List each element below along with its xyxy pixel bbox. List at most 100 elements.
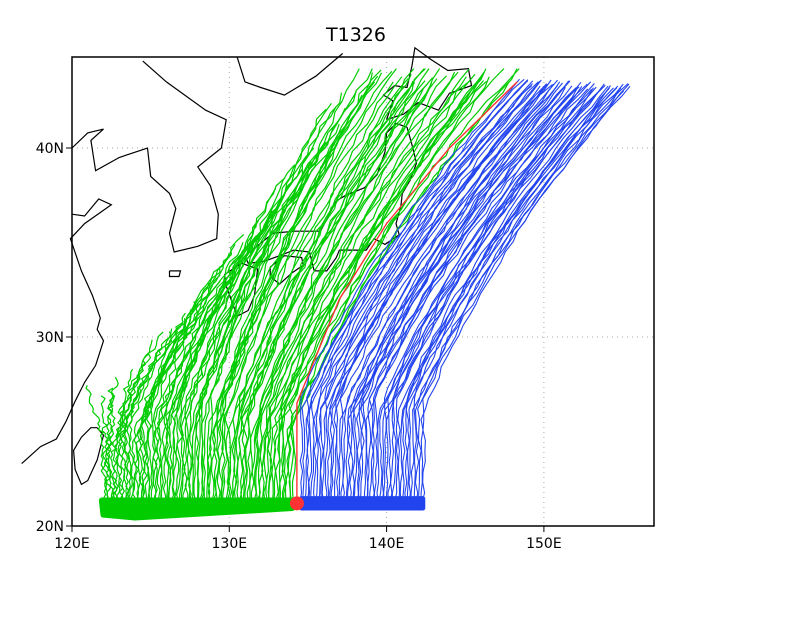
track-line-blue bbox=[413, 83, 624, 504]
coastline-segment bbox=[72, 427, 105, 486]
track-line-blue bbox=[349, 83, 568, 504]
track-line-blue bbox=[381, 87, 594, 504]
track-line-green bbox=[202, 92, 343, 504]
track-line-blue bbox=[408, 85, 619, 504]
track-line-blue bbox=[397, 85, 609, 504]
tracks-west-group bbox=[85, 68, 520, 521]
track-line-green bbox=[175, 164, 296, 504]
track-line-green bbox=[156, 235, 257, 504]
track-line-blue bbox=[404, 87, 614, 504]
track-line-green bbox=[220, 69, 382, 504]
track-line-blue bbox=[309, 85, 532, 504]
track-line-green bbox=[288, 68, 520, 504]
track-line-green bbox=[107, 376, 119, 504]
track-line-blue bbox=[356, 80, 571, 504]
track-line-green bbox=[240, 82, 416, 504]
track-line-green bbox=[149, 245, 249, 504]
track-line-green bbox=[258, 71, 459, 504]
track-line-blue bbox=[301, 78, 525, 504]
track-line-green bbox=[195, 102, 332, 504]
track-line-blue bbox=[306, 80, 529, 504]
track-line-green bbox=[85, 385, 108, 504]
track-line-green bbox=[140, 280, 221, 504]
track-line-green bbox=[238, 68, 426, 504]
coastline-segment bbox=[71, 60, 227, 253]
coastline-segment bbox=[21, 198, 113, 465]
track-line-blue bbox=[383, 83, 595, 504]
track-line-green bbox=[214, 72, 383, 504]
plot-area bbox=[21, 46, 655, 527]
track-line-green bbox=[255, 68, 441, 504]
track-line-green bbox=[256, 75, 447, 504]
track-line-blue bbox=[329, 83, 547, 504]
track-line-blue bbox=[414, 90, 625, 504]
track-line-green bbox=[224, 81, 394, 504]
track-line-blue bbox=[417, 83, 629, 504]
track-line-blue bbox=[299, 78, 520, 504]
x-tick-label: 120E bbox=[54, 536, 90, 552]
x-tick-label: 130E bbox=[212, 536, 248, 552]
track-line-blue bbox=[319, 80, 541, 504]
track-line-blue bbox=[373, 88, 589, 504]
track-line-green bbox=[112, 368, 134, 504]
coastline-segment bbox=[382, 46, 473, 121]
track-line-blue bbox=[358, 85, 573, 504]
track-line-green bbox=[145, 244, 236, 504]
track-line-blue bbox=[313, 83, 533, 504]
track-line-blue bbox=[421, 85, 631, 504]
tracks-east-group bbox=[299, 78, 631, 511]
track-line-blue bbox=[324, 79, 542, 504]
y-tick-label: 40N bbox=[36, 141, 64, 157]
plot-frame bbox=[71, 56, 655, 527]
track-line-blue bbox=[401, 85, 611, 504]
track-line-green bbox=[123, 328, 173, 504]
track-line-green bbox=[233, 78, 409, 504]
track-line-green bbox=[131, 312, 186, 504]
x-axis: 120E 130E 140E 150E bbox=[54, 526, 562, 552]
track-line-green bbox=[225, 76, 403, 504]
genesis-band-green bbox=[98, 497, 296, 521]
track-line-blue bbox=[391, 84, 606, 504]
x-tick-label: 150E bbox=[526, 536, 562, 552]
track-line-green bbox=[227, 68, 415, 504]
track-line-blue bbox=[366, 81, 582, 504]
coastline-segment bbox=[168, 270, 182, 278]
track-line-green bbox=[267, 68, 470, 504]
track-line-green bbox=[216, 75, 379, 504]
track-line-green bbox=[274, 68, 487, 504]
track-line-green bbox=[273, 75, 483, 504]
coastline-segment bbox=[236, 53, 343, 96]
track-line-green bbox=[196, 106, 337, 504]
x-tick-label: 140E bbox=[369, 536, 405, 552]
track-line-green bbox=[115, 353, 149, 504]
track-line-blue bbox=[321, 85, 541, 504]
track-line-green bbox=[265, 76, 467, 504]
reference-genesis-point bbox=[289, 496, 304, 511]
track-line-green bbox=[240, 77, 434, 504]
track-line-green bbox=[218, 70, 393, 504]
track-line-blue bbox=[339, 85, 558, 504]
track-line-blue bbox=[410, 87, 622, 504]
track-line-green bbox=[105, 387, 114, 504]
track-line-green bbox=[281, 80, 487, 504]
track-line-green bbox=[193, 108, 327, 504]
track-line-green bbox=[144, 253, 230, 504]
track-line-blue bbox=[376, 81, 592, 504]
track-line-blue bbox=[393, 83, 605, 504]
track-line-blue bbox=[405, 87, 618, 504]
track-line-green bbox=[153, 234, 245, 504]
track-line-blue bbox=[342, 79, 559, 504]
track-line-blue bbox=[352, 80, 570, 504]
track-line-green bbox=[199, 91, 357, 504]
genesis-band-blue bbox=[299, 496, 426, 511]
track-line-green bbox=[291, 68, 518, 504]
track-line-blue bbox=[362, 86, 580, 504]
track-line-green bbox=[128, 318, 187, 504]
reference-track-group bbox=[289, 81, 518, 511]
track-line-green bbox=[261, 80, 470, 504]
track-line-blue bbox=[335, 79, 552, 504]
track-line-green bbox=[182, 161, 312, 504]
track-line-green bbox=[249, 68, 430, 504]
track-line-blue bbox=[352, 86, 566, 504]
